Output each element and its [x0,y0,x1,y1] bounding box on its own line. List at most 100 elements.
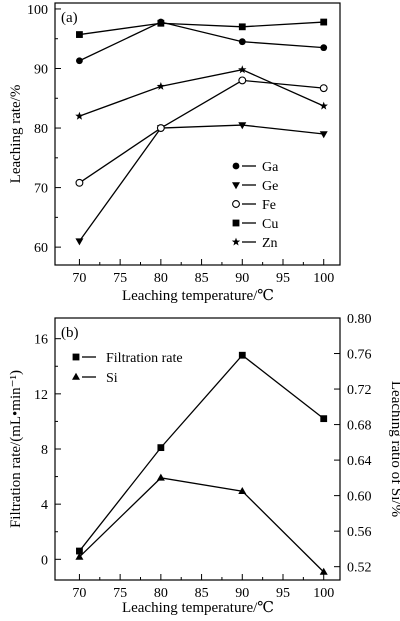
panel-a-legend-marker-ge [232,182,240,190]
panel-b-y2-tick-label: 0.68 [347,419,372,434]
panel-a-x-tick-label: 70 [72,271,86,286]
panel-a-series-group [75,18,328,246]
panel-a-series-ge-point [75,238,84,246]
panel-a-label: (a) [61,10,78,26]
panel-b-y2-tick-label: 0.64 [347,454,372,469]
panel-a-series-fe [75,76,328,187]
panel-b-y-tick-label: 8 [41,443,48,458]
panel-b-legend-item-si: Si [72,371,118,386]
panel-b-y-tick-label: 12 [34,388,48,403]
panel-a-series-ge-point [238,122,247,130]
panel-b-y2-tick-label: 0.80 [347,312,372,327]
panel-b-legend-label-filtration-rate: Filtration rate [106,351,183,366]
panel-a-x-tick-label: 95 [276,271,290,286]
panel-a-x-axis: 70 75 80 85 90 95 100 [72,259,334,286]
panel-a-legend-marker-ga [232,162,240,170]
panel-a-plot-frame [54,2,341,266]
panel-b-legend: Filtration rate Si [72,351,183,386]
panel-a-series-zn-point [156,81,166,90]
panel-b-legend-item-filtration-rate: Filtration rate [72,351,183,366]
panel-a-series-ga-point [76,57,83,65]
panel-b-y-tick-label: 16 [34,333,48,348]
panel-a-series-fe-point [238,76,247,85]
panel-a-series-zn [75,65,328,120]
panel-b-x-tick-label: 80 [154,586,168,601]
panel-a-series-cu-line [79,21,324,36]
panel-b-series-si [75,473,328,575]
panel-b-y2-tick-label: 0.60 [347,490,372,505]
panel-b-y2-tick-label: 0.72 [347,383,372,398]
panel-a-legend-marker-fe [232,200,240,208]
panel-a-series-fe-line [79,79,324,184]
panel-a-y-axis-title: Leaching rate/% [8,85,24,184]
panel-b-series-si-point [156,473,165,481]
panel-a-legend-item-zn: Zn [231,236,278,251]
panel-b-plot-frame [54,317,341,581]
panel-a-y-tick-label: 60 [34,241,48,256]
panel-b-series-si-line [78,477,325,573]
panel-b-series-filtration-rate-point [238,351,246,359]
panel-a-x-tick-label: 75 [113,271,127,286]
panel-b-legend-label-si: Si [106,371,118,386]
panel-b-x-tick-label: 100 [313,586,334,601]
panel-b-series-si-point [238,486,247,494]
panel-a-legend-label-ge: Ge [262,179,278,194]
panel-b-x-tick-label: 75 [113,586,127,601]
panel-b-series-filtration-rate-point [76,547,83,555]
panel-a-x-tick-label: 80 [154,271,168,286]
panel-a-legend-label-cu: Cu [262,217,278,232]
panel-a-y-axis: 60 70 80 90 100 [27,3,61,256]
panel-a-series-zn-line [79,69,324,117]
panel-b-label: (b) [61,325,79,341]
panel-b-legend-marker-si [72,372,80,380]
panel-a-y-tick-label: 90 [34,63,48,78]
panel-b-legend-marker-filtration-rate [72,353,80,361]
panel-a-series-zn-point [319,101,328,110]
panel-a-leaching-rate-chart: (a) 70 75 80 85 90 95 100 60 70 80 90 100 Ga Ge Fe Cu… [8,2,341,304]
panel-b-right-y-axis: 0.52 0.56 0.60 0.64 0.68 0.72 0.76 0.80 [334,312,372,576]
panel-b-x-tick-label: 85 [195,586,209,601]
panel-a-legend-item-ga: Ga [232,160,279,175]
panel-a-series-ga-point [320,44,328,52]
panel-a-x-tick-label: 100 [313,271,334,286]
panel-a-y-tick-label: 80 [34,122,48,137]
panel-b-series-si-point [75,552,84,560]
panel-b-x-axis-title: Leaching temperature/℃ [122,600,274,616]
panel-b-series-filtration-rate [76,351,328,555]
panel-b-y-tick-label: 4 [41,498,48,513]
panel-a-y-tick-label: 70 [34,182,48,197]
panel-b-y2-tick-label: 0.52 [347,561,372,576]
panel-a-legend-item-cu: Cu [232,217,278,232]
panel-a-series-ga-point [238,38,246,46]
panel-a-series-cu-point [76,31,83,38]
panel-b-y2-tick-label: 0.76 [347,348,372,363]
panel-a-series-cu [76,18,328,38]
panel-b-right-y-axis-title: Leaching ratio of Si/% [388,381,400,517]
panel-a-series-cu-point [320,18,328,26]
panel-a-legend-marker-cu [232,219,240,227]
panel-b-series-filtration-rate-point [320,415,328,423]
panel-b-x-tick-label: 70 [72,586,86,601]
panel-b-filtration-chart: (b) 70 75 80 85 90 95 100 0 4 8 12 16 0.52 0.56 0.60… [8,312,400,616]
panel-b-series-filtration-rate-line [78,354,325,552]
panel-b-x-axis: 70 75 80 85 90 95 100 [72,574,334,601]
panel-b-left-y-axis: 0 4 8 12 16 [34,333,61,568]
panel-a-series-ge-point [319,131,328,139]
panel-b-series-filtration-rate-point [157,444,165,452]
panel-a-x-axis-title: Leaching temperature/℃ [122,288,274,304]
panel-a-legend: Ga Ge Fe Cu Zn [231,160,279,251]
panel-a-y-tick-label: 100 [27,3,48,18]
panel-a-series-cu-point [238,23,246,31]
panel-b-left-y-axis-title: Filtration rate/(mL•min⁻¹) [8,370,24,528]
panel-a-series-fe-point [156,124,165,132]
panel-a-series-fe-point [75,178,84,187]
panel-a-series-ge-line [78,124,324,242]
panel-a-legend-label-fe: Fe [262,198,276,213]
panel-a-series-cu-point [157,19,165,27]
panel-a-legend-label-ga: Ga [262,160,279,175]
panel-a-series-ga-line [79,21,324,62]
panel-a-series-zn-point [238,65,247,74]
panel-a-series-fe-point [319,84,328,93]
panel-b-y2-tick-label: 0.56 [347,525,372,540]
